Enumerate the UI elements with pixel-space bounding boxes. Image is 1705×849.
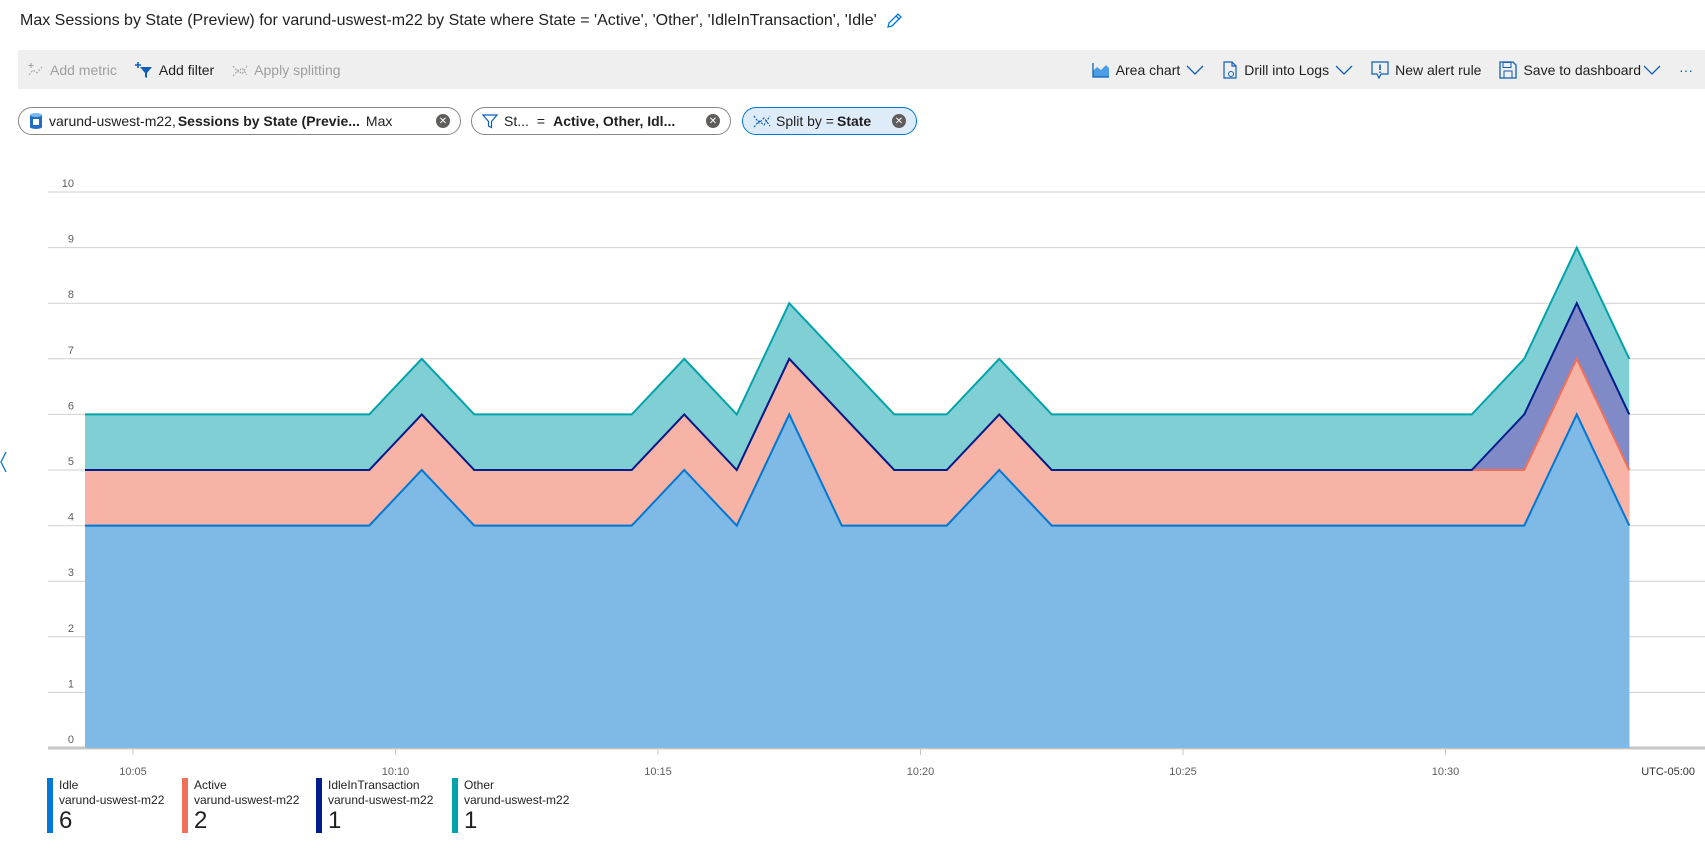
y-tick-label: 10 — [62, 178, 74, 190]
legend-summary-value: 1 — [328, 807, 342, 834]
filter-pill[interactable]: St... = Active, Other, Idl... ✕ — [471, 107, 731, 135]
legend-item-idleintransaction[interactable]: IdleInTransaction varund-uswest-m22 1 — [316, 778, 434, 834]
split-pill-label: Split by = — [776, 113, 834, 129]
add-filter-label: Add filter — [158, 61, 215, 78]
y-tick-label: 4 — [68, 512, 74, 524]
legend-item-other[interactable]: Other varund-uswest-m22 1 — [452, 778, 570, 834]
y-tick-label: 9 — [68, 234, 74, 246]
line-other — [85, 245, 1631, 417]
chevron-down-icon — [1643, 65, 1661, 75]
drill-into-logs-dropdown[interactable]: Drill into Logs — [1222, 60, 1353, 79]
x-tick-label: 10:10 — [382, 766, 410, 778]
legend-resource-name: varund-uswest-m22 — [59, 793, 165, 807]
legend-series-name: Active — [194, 778, 227, 792]
legend-summary-value: 1 — [464, 807, 478, 834]
chart-title: Max Sessions by State (Preview) for varu… — [20, 12, 903, 30]
area-chart-label: Area chart — [1115, 61, 1181, 78]
metric-pill[interactable]: varund-uswest-m22, Sessions by State (Pr… — [18, 107, 461, 135]
split-pill[interactable]: Split by = State ✕ — [742, 107, 917, 135]
legend-color-swatch — [452, 778, 458, 833]
line-idle — [85, 412, 1631, 528]
legend-series-name: IdleInTransaction — [328, 778, 420, 792]
metric-pill-metric: Sessions by State (Previe... — [177, 113, 360, 129]
x-tick-label: 10:20 — [907, 766, 935, 778]
legend-item-idle[interactable]: Idle varund-uswest-m22 6 — [47, 778, 165, 834]
filter-icon — [482, 114, 498, 129]
area-chart: 0 1 2 3 4 5 6 7 8 9 10 10:05 10:10 10:15 10:20 10:25 10:… — [48, 178, 1705, 778]
new-alert-rule-label: New alert rule — [1395, 61, 1482, 78]
y-tick-label: 7 — [68, 345, 74, 357]
x-tick-label: 10:15 — [644, 766, 672, 778]
legend-resource-name: varund-uswest-m22 — [328, 793, 434, 807]
logs-document-icon — [1223, 60, 1237, 79]
drill-into-logs-label: Drill into Logs — [1244, 61, 1330, 78]
alert-icon — [1371, 60, 1389, 79]
add-filter-button[interactable]: Add filter — [134, 61, 215, 78]
legend-resource-name: varund-uswest-m22 — [464, 793, 570, 807]
remove-filter-icon[interactable]: ✕ — [706, 114, 720, 128]
legend-series-name: Idle — [59, 778, 79, 792]
save-floppy-icon — [1499, 60, 1518, 79]
area-chart-icon — [1092, 62, 1109, 78]
remove-metric-icon[interactable]: ✕ — [436, 114, 450, 128]
legend-summary-value: 2 — [194, 807, 208, 834]
timezone-label: UTC-05:00 — [1641, 766, 1695, 778]
x-tick-label: 10:25 — [1169, 766, 1197, 778]
y-tick-label: 5 — [68, 456, 74, 468]
x-tick-label: 10:05 — [119, 766, 147, 778]
add-metric-icon — [28, 62, 43, 75]
filter-pill-operator: = — [536, 113, 546, 129]
new-alert-rule-button[interactable]: New alert rule — [1371, 60, 1482, 79]
more-options-label: ··· — [1679, 61, 1693, 78]
y-tick-label: 6 — [68, 400, 74, 412]
add-metric-label: Add metric — [50, 61, 117, 78]
legend-item-active[interactable]: Active varund-uswest-m22 2 — [182, 778, 300, 834]
toolbar: Add metric Add filter Apply splitting Ar… — [18, 50, 1705, 89]
legend-color-swatch — [316, 778, 322, 833]
line-idleintransaction — [85, 300, 1631, 472]
legend-color-swatch — [47, 778, 53, 833]
apply-splitting-button[interactable]: Apply splitting — [232, 61, 341, 78]
legend-color-swatch — [182, 778, 188, 833]
pencil-edit-icon[interactable] — [885, 12, 903, 30]
y-tick-label: 3 — [68, 567, 74, 579]
apply-splitting-label: Apply splitting — [254, 61, 341, 78]
remove-split-icon[interactable]: ✕ — [892, 114, 906, 128]
x-tick-label: 10:30 — [1432, 766, 1460, 778]
chevron-down-icon — [1335, 65, 1353, 75]
collapse-left-chevron-icon[interactable] — [0, 450, 8, 474]
save-to-dashboard-dropdown[interactable]: Save to dashboard — [1499, 60, 1661, 79]
area-idle — [85, 414, 1630, 748]
chevron-down-icon — [1186, 65, 1204, 75]
add-metric-button[interactable]: Add metric — [28, 62, 117, 78]
y-tick-label: 1 — [68, 678, 74, 690]
chart-type-dropdown[interactable]: Area chart — [1092, 62, 1205, 78]
splitting-icon — [753, 115, 771, 128]
more-options-button[interactable]: ··· — [1679, 62, 1693, 78]
add-filter-icon — [134, 61, 152, 78]
save-to-dashboard-label: Save to dashboard — [1523, 61, 1641, 78]
metric-pill-aggregation: Max — [365, 113, 393, 129]
y-tick-label: 8 — [68, 289, 74, 301]
y-tick-label: 2 — [68, 623, 74, 635]
database-icon — [30, 113, 42, 129]
filter-pill-values: Active, Other, Idl... — [553, 113, 676, 129]
y-tick-label: 0 — [68, 734, 74, 746]
legend-series-name: Other — [464, 778, 495, 792]
split-pill-value: State — [836, 113, 872, 129]
filter-pill-property: St... — [504, 113, 529, 129]
legend-resource-name: varund-uswest-m22 — [194, 793, 300, 807]
chart-title-text: Max Sessions by State (Preview) for varu… — [20, 12, 877, 29]
apply-splitting-icon — [232, 65, 248, 76]
metric-pill-resource: varund-uswest-m22, — [49, 113, 176, 129]
legend-summary-value: 6 — [59, 807, 73, 834]
